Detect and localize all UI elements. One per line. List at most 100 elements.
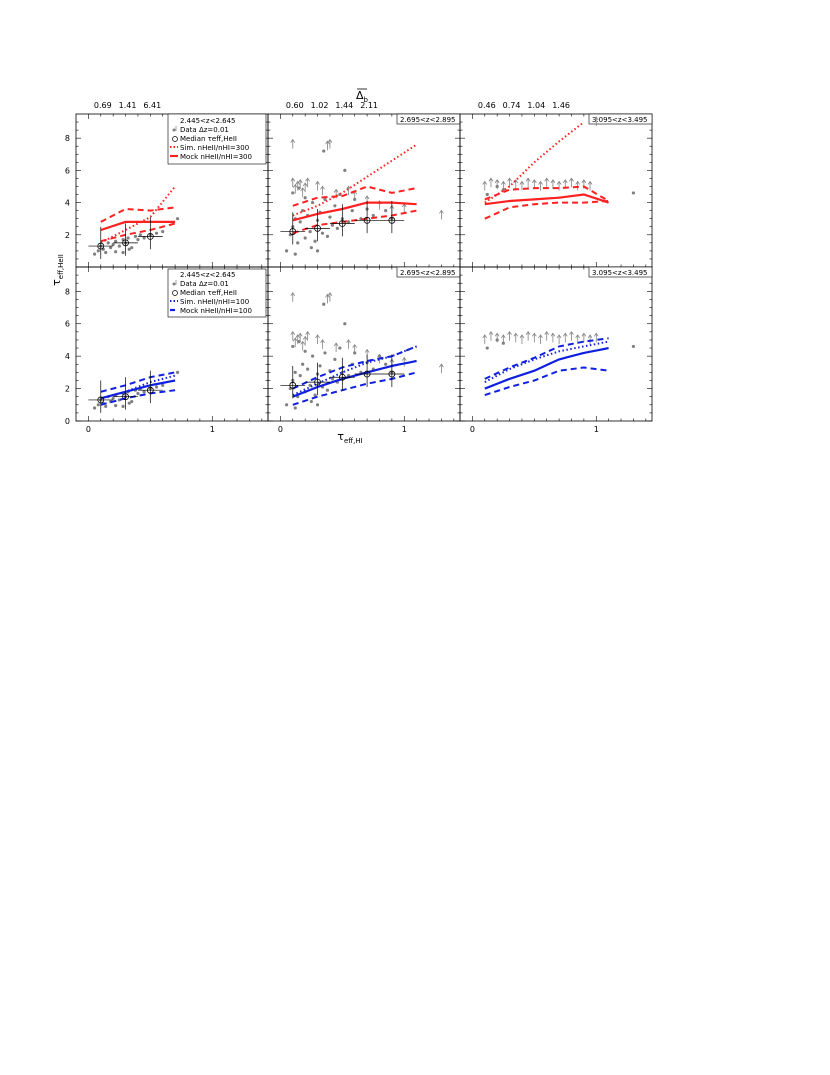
data-point — [104, 250, 108, 255]
panel-bottom-right: 0 1 3.095<z<3.495 — [459, 266, 653, 434]
sim-line — [484, 121, 585, 204]
data-point — [322, 302, 326, 306]
data-point — [117, 244, 121, 248]
mock-low-line — [292, 209, 417, 235]
limit-arrow-head — [333, 188, 339, 193]
data-point — [310, 200, 315, 205]
sim-line — [100, 185, 176, 244]
z-range-label: 2.695<z<2.895 — [400, 116, 455, 124]
limit-arrow-head — [292, 337, 298, 342]
median-marker — [314, 224, 321, 232]
limit-arrow-head — [544, 177, 550, 182]
limit-arrow-head — [305, 330, 310, 335]
data-point — [350, 209, 354, 213]
limit-arrow-head — [544, 330, 550, 335]
limit-arrow-head — [488, 330, 494, 335]
limit-arrow-head — [482, 180, 488, 185]
data-point — [142, 236, 146, 240]
z-range-box — [588, 113, 653, 125]
data-point — [315, 403, 320, 407]
data-point — [161, 383, 165, 387]
limit-arrow-head — [587, 180, 593, 185]
mock-low-line — [484, 366, 609, 397]
y-axis-title: τeff,HeII — [50, 254, 65, 286]
data-point — [310, 354, 315, 358]
median-marker — [388, 370, 396, 378]
limit-arrow-head — [556, 180, 562, 185]
limit-arrow-head — [507, 177, 512, 182]
median-marker — [146, 386, 154, 394]
panel-top-right: 0.46 0.74 1.04 1.46 3.095<z<3.495 — [459, 101, 653, 268]
panel-data — [280, 292, 444, 410]
limit-arrow-head — [519, 180, 525, 185]
data-point — [298, 374, 302, 378]
median-marker — [338, 220, 346, 227]
mock-high-line — [484, 185, 610, 202]
x-axis-title: τeff,HI — [337, 430, 362, 445]
mock-high-line — [100, 371, 176, 393]
limit-arrow-head — [507, 330, 512, 335]
data-point — [293, 406, 297, 410]
limit-arrow-head — [315, 334, 320, 339]
median-marker — [363, 370, 371, 378]
data-point — [315, 249, 320, 253]
data-point — [92, 252, 97, 256]
data-point — [111, 396, 115, 400]
data-point — [296, 241, 300, 245]
data-point — [333, 204, 337, 208]
data-point — [130, 246, 134, 250]
z-range-label: 3.095<z<3.495 — [592, 269, 647, 277]
data-point — [121, 250, 125, 255]
z-range-box — [588, 266, 653, 278]
limit-arrow-head — [300, 340, 306, 345]
limit-arrow-head — [327, 138, 333, 143]
limit-arrow-head — [346, 339, 351, 344]
limit-arrow-head — [556, 334, 562, 339]
limit-arrow-head — [531, 332, 537, 337]
mock-line — [292, 359, 417, 398]
mock-low-line — [100, 222, 176, 243]
legend-top-median-marker — [172, 136, 178, 142]
limit-arrow-head — [295, 180, 301, 185]
data-point — [330, 377, 335, 381]
top-axis-tick-label: 0.74 — [503, 101, 521, 110]
limit-arrow-head — [494, 332, 500, 337]
data-point — [322, 149, 326, 153]
y-tick-label: 6 — [65, 320, 70, 329]
limit-arrow-head — [290, 292, 296, 297]
limit-arrow-head — [297, 179, 303, 184]
limit-arrow-head — [290, 138, 296, 143]
data-point — [109, 246, 113, 250]
top-axis-tick-label: 1.44 — [335, 101, 353, 110]
limit-arrow-head — [581, 179, 587, 184]
data-point — [631, 344, 636, 349]
data-point — [301, 209, 305, 213]
mock-low-line — [292, 371, 417, 406]
limit-arrow-head — [352, 343, 358, 348]
legend-bottom-entry-median: Median τeff,HeII — [180, 289, 237, 297]
z-range-label: 2.695<z<2.895 — [400, 269, 455, 277]
mock-line — [100, 220, 176, 232]
data-point — [154, 231, 159, 235]
data-point — [284, 403, 289, 407]
top-axis-tick-label: 0.60 — [286, 101, 304, 110]
limit-arrow-head — [325, 293, 330, 298]
data-point — [631, 191, 636, 195]
legend-top-entry-sim: Sim. nHeII/nHI=300 — [180, 144, 249, 152]
panel-data — [280, 138, 444, 256]
panel-bottom-left: 0 2 4 6 8 0 1 — [65, 266, 269, 434]
top-axis-tick-label: 1.04 — [527, 101, 545, 110]
data-point — [175, 370, 180, 374]
panel-frame — [459, 266, 653, 422]
top-axis-tick-label: 0.46 — [478, 101, 496, 110]
y-tick-label: 4 — [65, 199, 70, 208]
data-point — [297, 186, 301, 190]
data-point — [333, 357, 337, 361]
mock-high-line — [484, 337, 609, 380]
data-point — [323, 197, 327, 201]
limit-arrow-head — [302, 182, 308, 187]
x-tick-label: 1 — [210, 425, 215, 434]
limit-arrow-head — [494, 179, 500, 184]
panel-frame — [459, 113, 653, 268]
